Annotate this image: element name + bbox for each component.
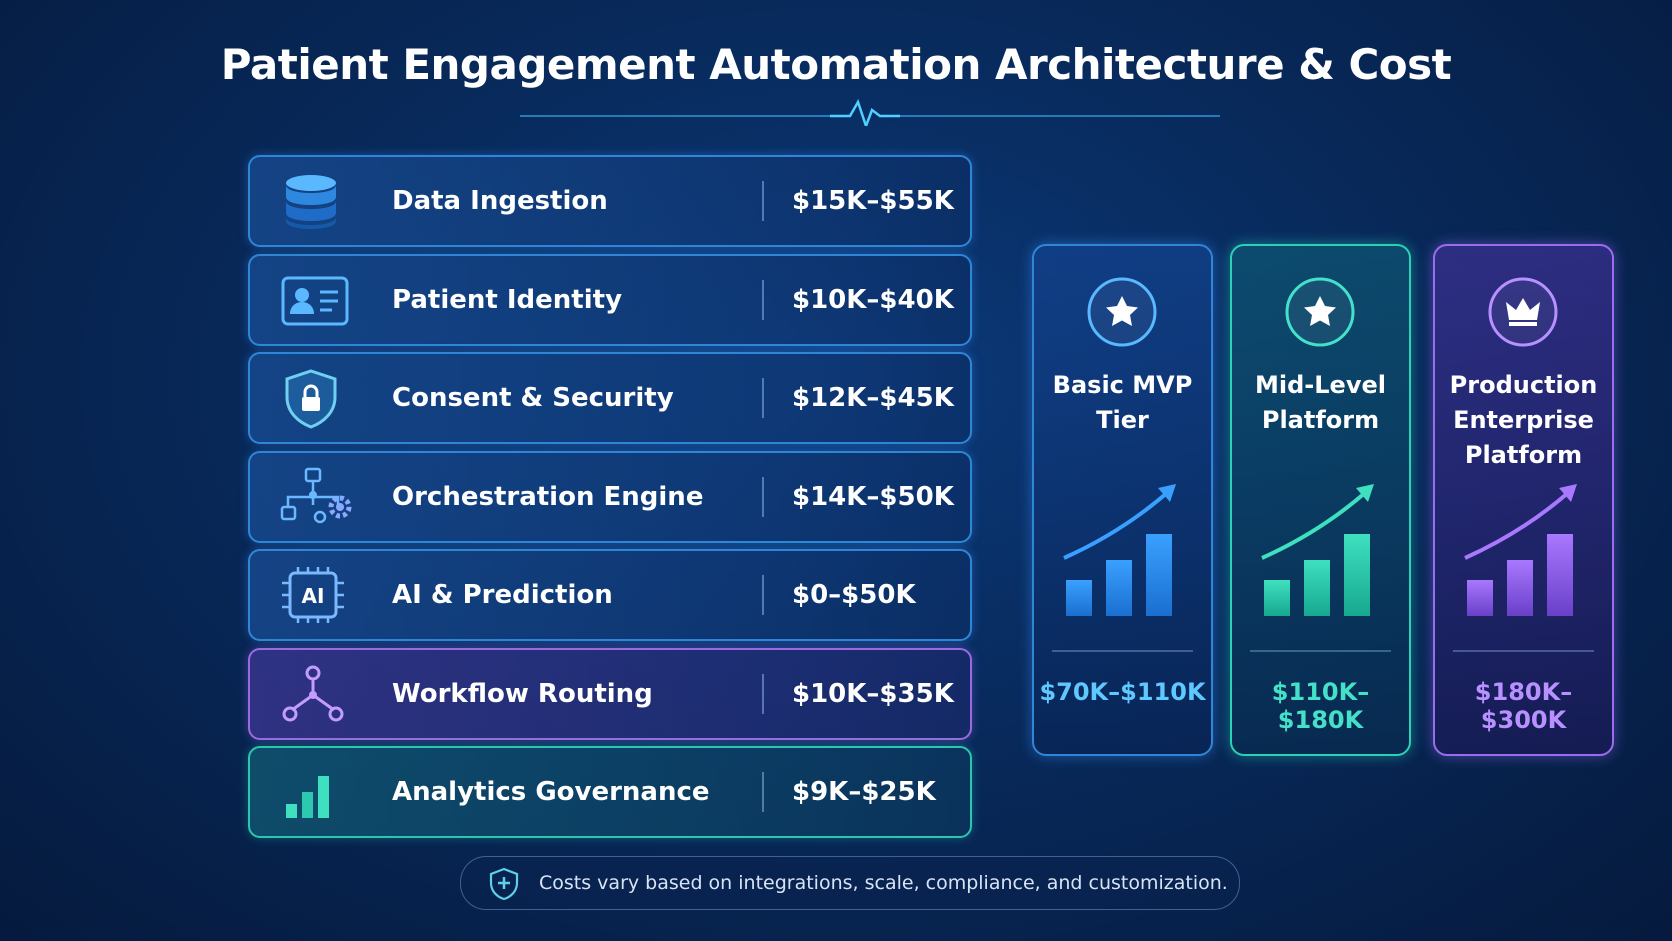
separator <box>1052 650 1193 652</box>
divider <box>762 575 764 615</box>
component-name: Workflow Routing <box>392 678 653 709</box>
id-card-icon <box>281 276 349 325</box>
component-cost: $10K–$35K <box>792 678 954 709</box>
growth-graphic <box>1261 484 1374 616</box>
component-row: AI AI & Prediction $0–$50K <box>248 549 972 641</box>
title: Patient Engagement Automation Architectu… <box>220 40 1452 89</box>
component-cost: $9K–$25K <box>792 777 936 807</box>
shield-lock-icon <box>285 369 337 429</box>
divider <box>762 476 764 517</box>
separator <box>1453 650 1594 652</box>
component-row: Analytics Governance $9K–$25K <box>248 746 972 838</box>
ai-chip-icon: AI <box>282 567 344 623</box>
tier-badge <box>1488 277 1558 347</box>
component-cost: $10K–$40K <box>792 284 954 315</box>
growth-graphic <box>1063 484 1176 616</box>
component-name: Orchestration Engine <box>392 481 704 512</box>
tier-name: Mid-Level Platform <box>1255 371 1386 434</box>
tier-card: Production Enterprise Platform $180K–$30… <box>1433 244 1614 756</box>
footnote-pill: Costs vary based on integrations, scale,… <box>460 856 1240 910</box>
tier-badge <box>1285 277 1355 347</box>
divider <box>762 279 764 320</box>
component-row: Workflow Routing $10K–$35K <box>248 647 972 740</box>
component-row: Data Ingestion $15K–$55K <box>248 155 972 247</box>
component-row: Consent & Security $12K–$45K <box>248 352 972 444</box>
component-cost: $0–$50K <box>792 580 916 610</box>
component-name: Data Ingestion <box>392 186 608 216</box>
orchestration-icon <box>280 467 352 523</box>
tier-card: Mid-Level Platform $110K–$180K <box>1230 244 1411 756</box>
component-row: Patient Identity $10K–$40K <box>248 253 972 346</box>
tier-badge <box>1087 277 1157 347</box>
tier-name: Basic MVP Tier <box>1052 371 1193 434</box>
tier-cost: $180K–$300K <box>1474 678 1573 734</box>
routing-icon <box>282 665 344 721</box>
growth-graphic <box>1464 484 1577 616</box>
separator <box>1250 650 1391 652</box>
component-name: AI & Prediction <box>392 580 613 610</box>
component-cost: $14K–$50K <box>792 481 954 512</box>
divider <box>762 673 764 714</box>
component-name: Patient Identity <box>392 284 623 315</box>
divider <box>762 378 764 418</box>
database-icon <box>286 175 336 229</box>
component-cost: $15K–$55K <box>792 186 954 216</box>
heartbeat-divider <box>520 98 1220 126</box>
tier-cost: $110K–$180K <box>1271 678 1370 734</box>
divider <box>762 772 764 812</box>
svg-text:AI: AI <box>302 584 325 608</box>
component-name: Consent & Security <box>392 383 674 413</box>
tier-cost: $70K–$110K <box>1039 678 1206 706</box>
footnote: Costs vary based on integrations, scale,… <box>539 872 1228 894</box>
tier-name: Production Enterprise Platform <box>1449 371 1598 469</box>
component-row: Orchestration Engine $14K–$50K <box>248 450 972 543</box>
component-name: Analytics Governance <box>392 777 710 807</box>
shield-icon <box>489 867 519 901</box>
analytics-icon <box>286 776 329 818</box>
component-cost: $12K–$45K <box>792 383 954 413</box>
divider <box>762 181 764 221</box>
tier-card: Basic MVP Tier $70K–$110K <box>1032 244 1213 756</box>
